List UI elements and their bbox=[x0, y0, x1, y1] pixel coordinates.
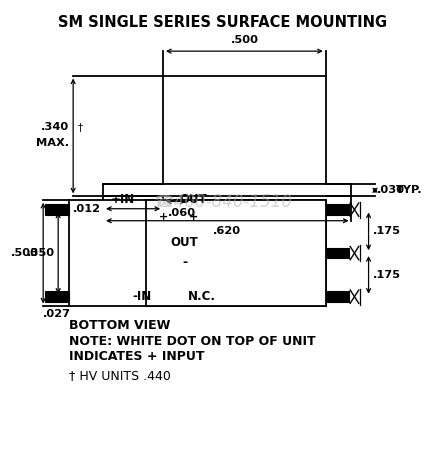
Bar bbox=[45, 291, 69, 302]
Text: +: + bbox=[158, 212, 168, 222]
Text: OUT: OUT bbox=[179, 193, 207, 206]
Text: .620: .620 bbox=[213, 226, 241, 236]
Text: .500: .500 bbox=[231, 35, 258, 45]
Text: .060: .060 bbox=[168, 208, 196, 218]
Bar bbox=[69, 200, 326, 306]
Text: †: † bbox=[78, 122, 83, 132]
Text: .350: .350 bbox=[27, 248, 55, 258]
Text: SM SINGLE SERIES SURFACE MOUNTING: SM SINGLE SERIES SURFACE MOUNTING bbox=[58, 15, 388, 30]
Bar bbox=[146, 200, 326, 306]
Text: .500: .500 bbox=[11, 248, 39, 258]
Text: -: - bbox=[182, 256, 187, 269]
Text: .175: .175 bbox=[373, 270, 401, 280]
Text: .340: .340 bbox=[41, 122, 69, 132]
Text: .030: .030 bbox=[377, 185, 405, 195]
Bar bbox=[163, 76, 326, 184]
Text: ☎400-840-1510: ☎400-840-1510 bbox=[153, 193, 293, 211]
Text: TYP.: TYP. bbox=[396, 185, 422, 195]
Text: MAX.: MAX. bbox=[36, 138, 69, 148]
Bar bbox=[326, 204, 349, 215]
Text: +IN: +IN bbox=[111, 193, 135, 206]
Bar bbox=[103, 184, 351, 196]
Text: OUT: OUT bbox=[170, 236, 198, 249]
Text: +: + bbox=[188, 212, 198, 222]
Bar bbox=[326, 291, 349, 302]
Text: INDICATES + INPUT: INDICATES + INPUT bbox=[69, 350, 204, 363]
Bar bbox=[45, 204, 69, 215]
Text: .027: .027 bbox=[43, 308, 71, 318]
Text: .175: .175 bbox=[373, 226, 401, 236]
Text: -IN: -IN bbox=[132, 290, 151, 303]
Text: .012: .012 bbox=[73, 204, 101, 214]
Text: NOTE: WHITE DOT ON TOP OF UNIT: NOTE: WHITE DOT ON TOP OF UNIT bbox=[69, 334, 315, 347]
Bar bbox=[326, 248, 349, 259]
Text: † HV UNITS .440: † HV UNITS .440 bbox=[69, 369, 171, 382]
Text: BOTTOM VIEW: BOTTOM VIEW bbox=[69, 318, 170, 332]
Text: N.C.: N.C. bbox=[188, 290, 215, 303]
